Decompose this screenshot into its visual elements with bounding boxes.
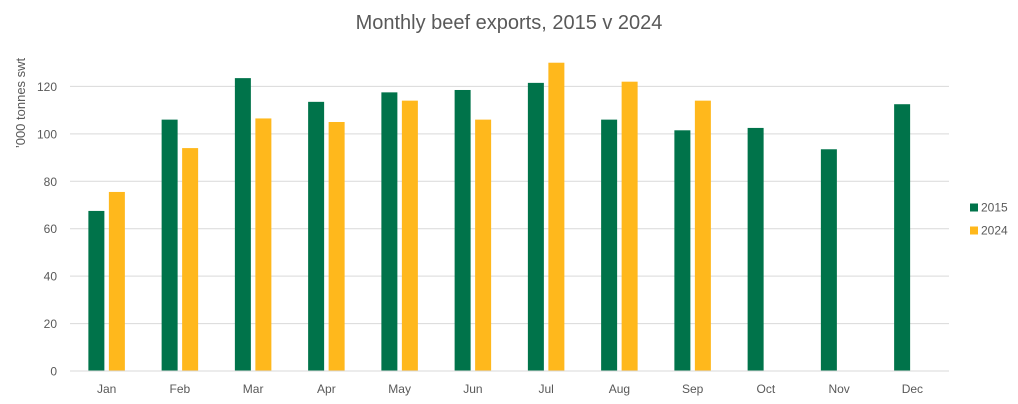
legend-label-2024: 2024 bbox=[981, 224, 1008, 238]
bar-2024-mar bbox=[255, 118, 272, 371]
bar-2015-jun bbox=[454, 89, 471, 371]
x-axis-ticks: Jan Feb Mar Apr May Jun Jul Aug Sep Oct Nov Dec bbox=[97, 382, 923, 396]
bar-2015-dec bbox=[894, 104, 911, 371]
y-tick-label: 80 bbox=[44, 175, 58, 189]
x-tick-label: Feb bbox=[170, 382, 191, 396]
x-tick-label: Oct bbox=[757, 382, 776, 396]
y-tick-label: 120 bbox=[37, 80, 57, 94]
bar-2015-apr bbox=[308, 101, 325, 371]
x-tick-label: Jul bbox=[538, 382, 553, 396]
x-tick-label: Jan bbox=[97, 382, 116, 396]
bar-2015-oct bbox=[747, 127, 764, 371]
x-tick-label: Dec bbox=[902, 382, 923, 396]
legend-swatch-2024 bbox=[970, 226, 978, 235]
bar-2015-jul bbox=[527, 82, 544, 371]
bar-2015-jan bbox=[88, 210, 105, 371]
bar-2024-feb bbox=[182, 148, 199, 371]
bar-2015-may bbox=[381, 92, 398, 371]
bar-2024-apr bbox=[328, 122, 345, 371]
y-tick-label: 100 bbox=[37, 127, 57, 141]
y-axis-ticks: 0 20 40 60 80 100 120 bbox=[37, 80, 57, 379]
chart-title: Monthly beef exports, 2015 v 2024 bbox=[356, 12, 663, 34]
bars bbox=[88, 62, 911, 372]
x-tick-label: Jun bbox=[463, 382, 482, 396]
y-tick-label: 0 bbox=[50, 365, 57, 379]
x-tick-label: Sep bbox=[682, 382, 704, 396]
gridlines bbox=[70, 85, 949, 325]
bar-2024-jan bbox=[108, 191, 125, 371]
legend-swatch-2015 bbox=[970, 203, 978, 212]
bar-2024-jul bbox=[548, 62, 565, 371]
x-tick-label: Apr bbox=[317, 382, 336, 396]
bar-2024-may bbox=[401, 100, 418, 372]
bar-2024-jun bbox=[475, 119, 492, 371]
x-tick-label: May bbox=[388, 382, 411, 396]
x-tick-label: Nov bbox=[828, 382, 849, 396]
legend: 2015 2024 bbox=[970, 201, 1008, 238]
bar-2024-sep bbox=[694, 100, 711, 372]
bar-2015-feb bbox=[161, 119, 178, 371]
y-tick-label: 60 bbox=[44, 222, 58, 236]
y-tick-label: 20 bbox=[44, 317, 58, 331]
y-tick-label: 40 bbox=[44, 270, 58, 284]
bar-2015-nov bbox=[820, 149, 837, 371]
x-tick-label: Aug bbox=[609, 382, 630, 396]
legend-label-2015: 2015 bbox=[981, 201, 1008, 215]
bar-2015-aug bbox=[601, 119, 618, 371]
bar-2015-mar bbox=[234, 78, 251, 371]
bar-2024-aug bbox=[621, 81, 638, 371]
x-tick-label: Mar bbox=[243, 382, 264, 396]
y-axis-label: ’000 tonnes swt bbox=[13, 57, 28, 148]
bar-2015-sep bbox=[674, 130, 691, 371]
